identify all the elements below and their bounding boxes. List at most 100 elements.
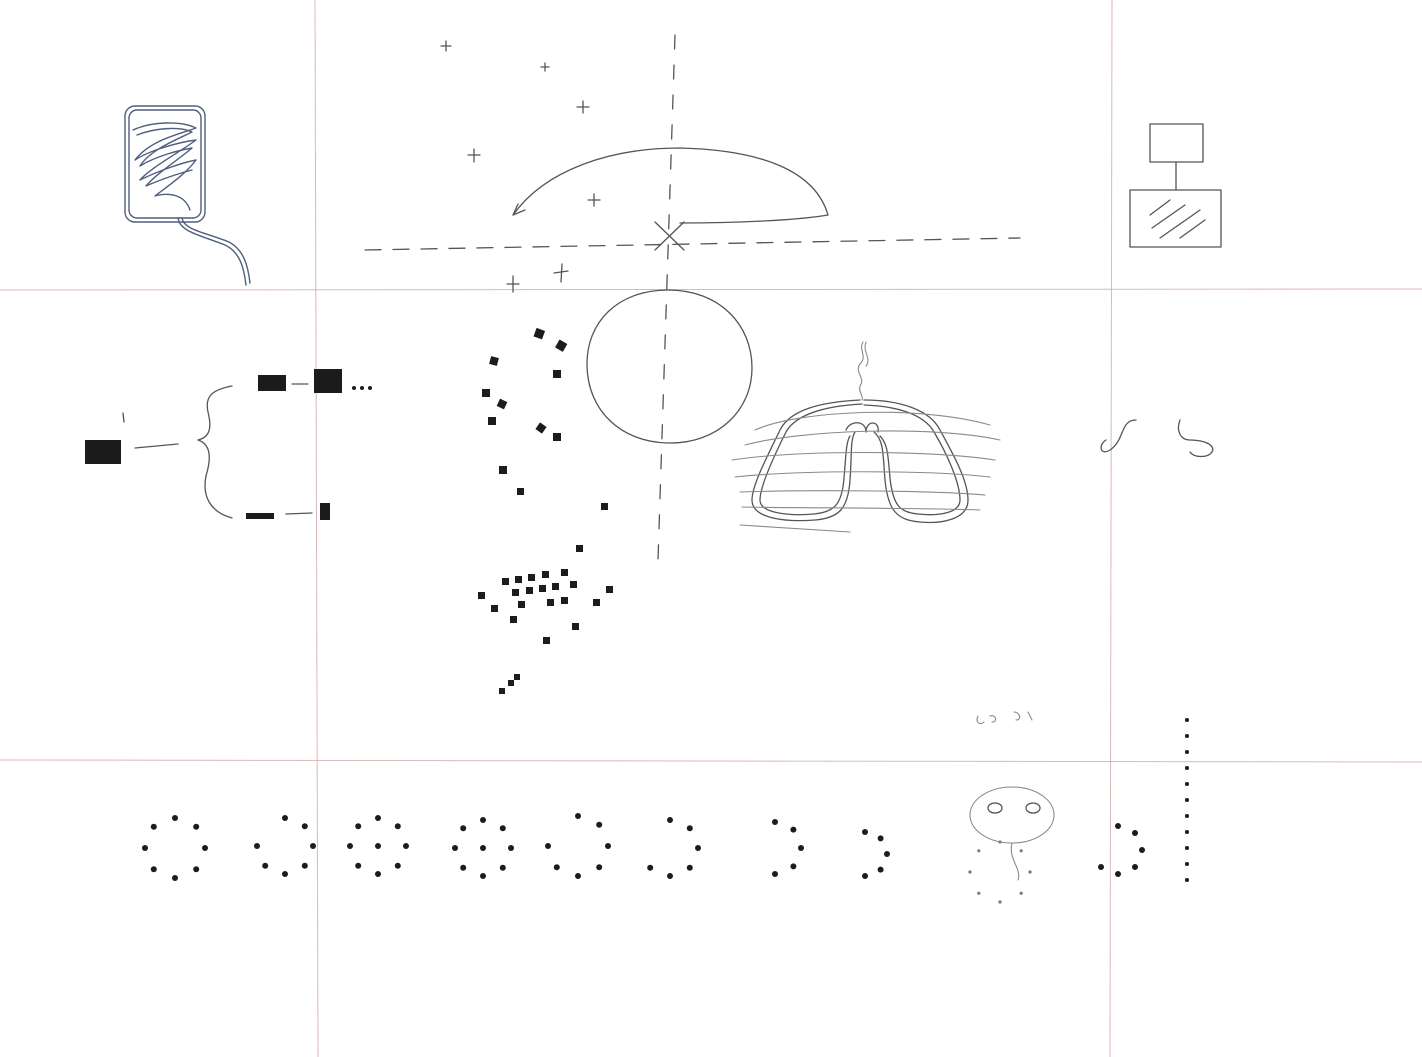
hook-mark bbox=[1100, 419, 1137, 453]
ring-dot bbox=[772, 819, 778, 825]
column-dot bbox=[1185, 846, 1189, 850]
tube-lead bbox=[177, 217, 247, 286]
tube-coil bbox=[132, 122, 197, 211]
cluster-square bbox=[572, 623, 579, 630]
ring-dot bbox=[375, 871, 381, 877]
ring-dot bbox=[172, 815, 178, 821]
ring-dot bbox=[686, 864, 693, 871]
ring-dot bbox=[553, 864, 560, 871]
ring-dot bbox=[193, 823, 200, 830]
cluster-square bbox=[499, 688, 505, 694]
fold-line-horizontal-top bbox=[0, 288, 1422, 291]
ring-dot bbox=[667, 817, 673, 823]
ring-dot bbox=[394, 862, 401, 869]
column-dot bbox=[1185, 878, 1189, 882]
square-mark bbox=[496, 398, 508, 410]
looped-tube-sketch bbox=[124, 105, 251, 286]
star-mark bbox=[576, 100, 590, 114]
scattered-squares bbox=[482, 327, 608, 552]
star-mark bbox=[467, 148, 481, 163]
ring-arc bbox=[741, 506, 981, 511]
ring-dot bbox=[172, 875, 178, 881]
right-lung-inner bbox=[863, 404, 961, 516]
ring-dot bbox=[150, 823, 157, 830]
cluster-square bbox=[491, 605, 498, 612]
cluster-square bbox=[561, 597, 568, 604]
ring-dot bbox=[480, 817, 486, 823]
ring-dot bbox=[282, 815, 288, 821]
cluster-square bbox=[547, 599, 554, 606]
ring-dot bbox=[150, 866, 157, 873]
column-dot bbox=[1185, 830, 1189, 834]
square-mark bbox=[553, 433, 561, 441]
ring-dot bbox=[1019, 891, 1023, 895]
source-connector bbox=[134, 443, 179, 449]
face-small-marks bbox=[976, 711, 1033, 725]
dot-ring-sequence bbox=[142, 813, 1145, 904]
ring-dot bbox=[575, 813, 581, 819]
ring-dot bbox=[1115, 823, 1121, 829]
ring-dot bbox=[695, 845, 701, 851]
ring-dot bbox=[605, 843, 611, 849]
ring-dot bbox=[394, 823, 401, 830]
stand-top-box bbox=[1149, 123, 1204, 163]
cluster-square bbox=[606, 586, 613, 593]
column-dot bbox=[1185, 750, 1189, 754]
ring-dot bbox=[301, 862, 308, 869]
cluster-square bbox=[528, 574, 535, 581]
ring-dot bbox=[790, 863, 797, 870]
square-mark bbox=[533, 327, 546, 340]
vertical-dashed-axis bbox=[657, 34, 676, 561]
ring-dot bbox=[998, 900, 1002, 904]
arrow-head bbox=[512, 203, 526, 216]
ring-dot bbox=[460, 825, 467, 832]
ring-dot bbox=[499, 864, 506, 871]
ring-dot bbox=[142, 845, 148, 851]
stand-base-box bbox=[1129, 189, 1222, 248]
stand-hatching bbox=[1149, 199, 1206, 239]
tube-container-box bbox=[124, 105, 206, 223]
hook-mark bbox=[1177, 419, 1214, 458]
ring-dot bbox=[282, 871, 288, 877]
ring-dot bbox=[596, 864, 603, 871]
ring-dot bbox=[508, 845, 514, 851]
ring-dot bbox=[647, 864, 654, 871]
star-mark bbox=[587, 193, 601, 207]
cluster-square bbox=[510, 616, 517, 623]
ring-arc bbox=[731, 451, 996, 461]
cluster-square bbox=[478, 592, 485, 599]
ring-dot bbox=[193, 866, 200, 873]
orbit-circle-sketch bbox=[586, 289, 753, 444]
right-lung bbox=[863, 399, 969, 524]
left-lung-inner bbox=[759, 403, 863, 516]
square-mark bbox=[488, 417, 496, 425]
source-block bbox=[85, 440, 121, 464]
lungs-sketch bbox=[731, 341, 1001, 533]
ring-dot bbox=[884, 851, 890, 857]
ring-dot bbox=[1139, 847, 1145, 853]
ring-arc bbox=[739, 490, 986, 496]
ring-arc bbox=[734, 471, 991, 478]
ring-dot bbox=[310, 843, 316, 849]
tube-container-inner bbox=[128, 109, 202, 219]
rotation-arc bbox=[512, 147, 829, 224]
ring-dot bbox=[1098, 864, 1104, 870]
square-mark bbox=[499, 466, 507, 474]
column-dot bbox=[1185, 766, 1189, 770]
column-dot bbox=[1185, 734, 1189, 738]
bronchi bbox=[845, 422, 879, 433]
lower-block-1 bbox=[246, 513, 274, 519]
lower-connector bbox=[285, 512, 313, 515]
star-mark bbox=[553, 263, 569, 283]
stand-sketch bbox=[1129, 123, 1222, 248]
star-mark bbox=[506, 275, 520, 293]
ring-dot bbox=[1028, 870, 1032, 874]
ellipsis-dot bbox=[360, 386, 364, 390]
tick-mark bbox=[122, 412, 125, 423]
star-field bbox=[440, 40, 601, 293]
ring-dot bbox=[375, 815, 381, 821]
rotation-axes bbox=[364, 34, 1021, 561]
ring-dot bbox=[460, 864, 467, 871]
cluster-square bbox=[515, 576, 522, 583]
